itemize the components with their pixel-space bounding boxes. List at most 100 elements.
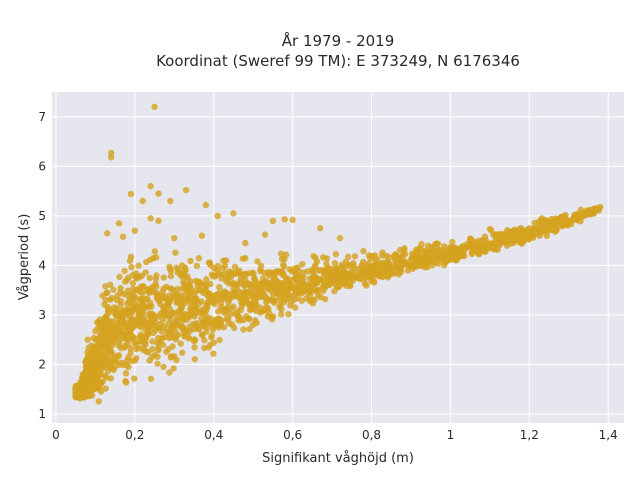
data-point [173,264,180,271]
data-point [122,370,130,377]
data-point [497,232,504,240]
data-point [134,286,142,294]
data-point-outlier [242,239,249,247]
data-point [75,389,82,397]
data-point [154,353,161,360]
data-point [152,319,159,326]
data-point [203,276,210,283]
data-point-outlier [127,190,135,198]
data-point [140,288,147,296]
data-point [84,336,91,343]
data-point [205,344,212,351]
data-point [96,385,103,392]
data-point [449,238,456,246]
data-point [207,262,214,269]
data-point [531,226,538,233]
data-point [187,257,194,265]
data-point [106,359,114,366]
data-point [181,332,188,339]
data-point-outlier [147,215,154,222]
data-point [360,247,367,255]
data-point [205,320,212,327]
data-point [191,295,199,302]
data-point-outlier [107,154,115,161]
data-point [253,308,260,315]
data-point [368,278,375,285]
data-point [239,299,247,306]
y-tick-label: 4 [38,258,46,272]
data-point [88,362,95,370]
data-point [451,254,458,262]
y-tick-labels: 1 2 3 4 5 6 7 [38,110,46,421]
data-point [92,328,99,335]
data-point [130,306,138,313]
data-point [108,322,115,329]
data-point [308,282,315,289]
y-tick-label: 1 [38,407,46,421]
data-point [282,296,290,303]
data-point [193,262,201,270]
data-point [287,302,294,309]
data-point [320,287,327,295]
data-point [254,258,261,265]
data-point [274,284,282,291]
data-point [152,280,159,288]
data-point-outlier [317,225,324,232]
data-point [230,286,237,293]
data-point [256,293,264,300]
data-point [100,328,108,335]
data-point [153,292,160,299]
data-point [332,280,339,287]
data-point [201,281,209,288]
data-point-outlier [182,186,190,194]
data-point [216,283,223,291]
data-point [282,251,290,258]
data-point-outlier [198,232,206,239]
x-axis-label: Signifikant våghöjd (m) [262,451,414,466]
data-point [240,326,247,333]
data-point [158,328,166,335]
data-point [368,271,376,279]
data-point [168,285,176,293]
data-point [85,392,93,400]
data-point [160,363,167,371]
data-point [277,269,285,276]
data-point [166,298,173,305]
data-point [509,236,517,244]
data-point [167,272,175,280]
data-point [126,299,133,306]
data-point [310,253,317,260]
data-point [220,324,228,331]
data-point [113,296,121,304]
data-point [95,320,103,327]
x-tick-label: 0,8 [362,428,381,442]
data-point [209,326,217,334]
data-point [257,267,264,275]
data-point-outlier [115,220,123,227]
data-point-outlier [202,201,210,209]
data-point [191,355,198,363]
data-point [285,310,292,318]
data-point [105,328,113,335]
data-point [195,325,202,332]
data-point-outlier [104,230,111,237]
data-point [249,291,257,298]
data-point [548,224,555,232]
data-point [103,345,111,353]
data-point [433,240,441,247]
data-point [595,207,603,214]
data-point [349,277,356,284]
data-point [441,253,449,260]
data-point [344,253,352,261]
data-point [121,267,128,275]
chart-title-line-1: År 1979 - 2019 [282,31,395,50]
data-point [95,380,103,387]
data-point [102,283,109,290]
data-point [404,267,412,274]
data-point-outlier [139,197,146,205]
data-point [257,262,265,270]
data-point [298,297,305,304]
data-point [160,306,167,313]
data-point [166,265,174,273]
data-point [140,346,147,354]
